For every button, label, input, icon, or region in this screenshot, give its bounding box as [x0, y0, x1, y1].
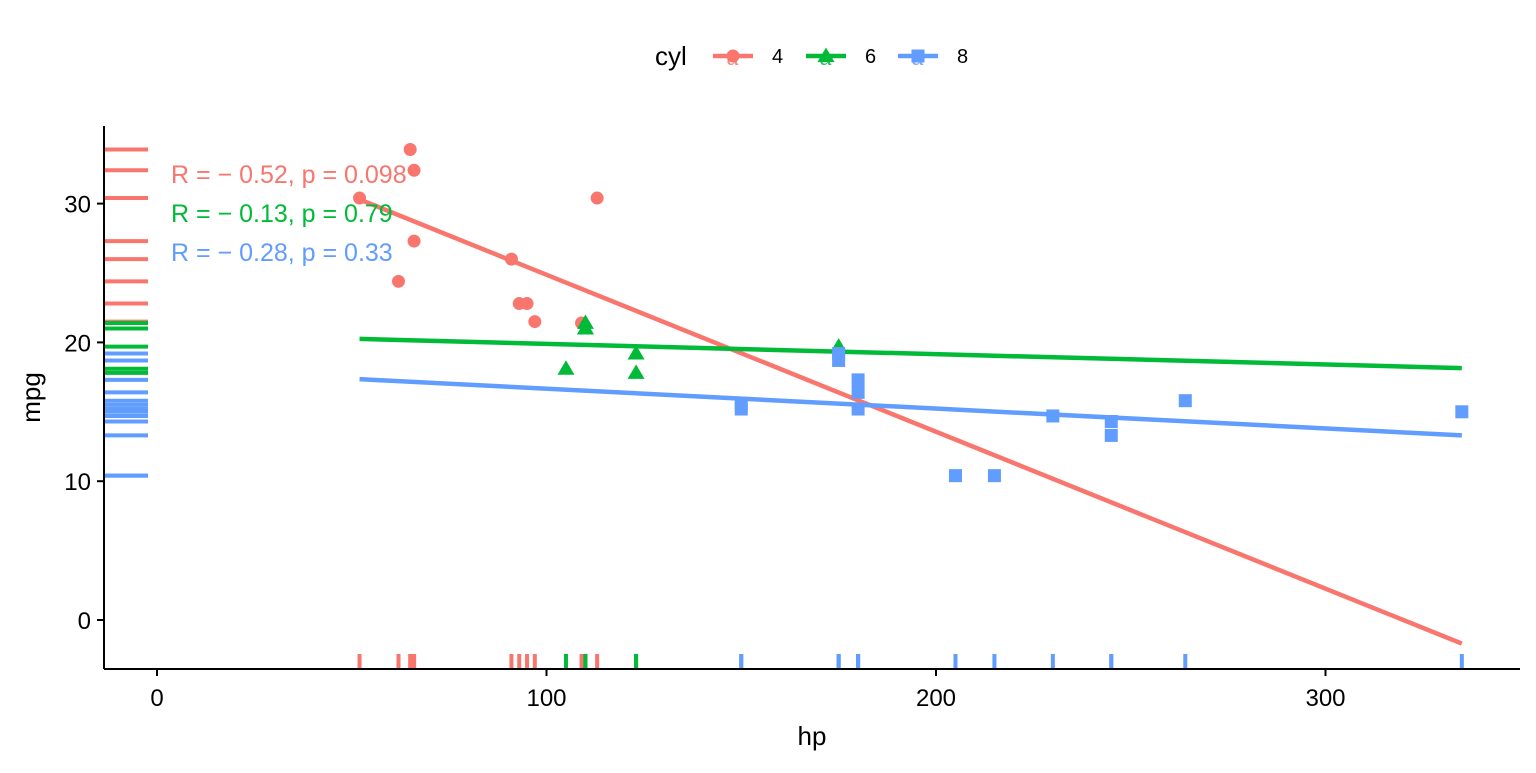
fit-lines-layer: [358, 197, 1463, 646]
legend-key-glyph-cyl-6: a: [820, 45, 832, 70]
y-tick-label: 20: [64, 330, 91, 357]
data-point-cyl-8: [832, 347, 846, 361]
y-tick-label: 0: [78, 608, 91, 635]
data-point-cyl-4: [528, 315, 542, 329]
data-point-cyl-4: [403, 142, 417, 156]
data-point-cyl-4: [590, 191, 604, 205]
legend: cyl a 4 a 6 a 8: [655, 41, 968, 71]
axes-layer: [103, 126, 1520, 670]
y-axis-title: mpg: [16, 372, 46, 423]
data-point-cyl-4: [391, 274, 405, 288]
legend-label-cyl-8: 8: [957, 46, 968, 68]
legend-key-glyph-cyl-4: a: [727, 45, 739, 70]
x-tick-label: 200: [916, 685, 956, 712]
ticks-layer: 0 100 200 300 0 10 20 30: [64, 192, 1345, 712]
legend-title: cyl: [655, 41, 687, 71]
data-point-cyl-8: [851, 373, 865, 387]
rug-layer: [104, 147, 1464, 669]
data-point-cyl-8: [987, 469, 1001, 483]
data-point-cyl-8: [1046, 409, 1060, 423]
data-point-cyl-8: [734, 402, 748, 416]
data-point-cyl-6: [557, 360, 575, 375]
legend-label-cyl-6: 6: [865, 46, 876, 68]
correlation-label-cyl-6: R = − 0.13, p = 0.79: [171, 200, 393, 228]
x-axis-title: hp: [798, 721, 827, 751]
correlation-label-cyl-4: R = − 0.52, p = 0.098: [171, 161, 407, 189]
data-point-cyl-8: [851, 385, 865, 399]
points-layer: [353, 142, 1469, 483]
legend-label-cyl-4: 4: [772, 46, 783, 68]
legend-key-marker-cyl-4: [726, 49, 740, 63]
fit-line-cyl-8: [359, 376, 1462, 438]
correlation-label-cyl-8: R = − 0.28, p = 0.33: [171, 239, 393, 267]
x-tick-label: 100: [526, 685, 566, 712]
fit-line-cyl-4: [358, 197, 1463, 646]
legend-key-marker-cyl-6: [817, 47, 835, 62]
data-point-cyl-8: [948, 469, 962, 483]
data-point-cyl-6: [627, 345, 645, 360]
data-point-cyl-8: [1455, 405, 1469, 419]
x-tick-label: 300: [1305, 685, 1345, 712]
y-tick-label: 30: [64, 192, 91, 219]
data-point-cyl-6: [576, 314, 594, 329]
correlation-annotations: R = − 0.52, p = 0.098 R = − 0.13, p = 0.7…: [171, 161, 407, 267]
data-point-cyl-4: [520, 297, 534, 311]
data-point-cyl-8: [1104, 415, 1118, 429]
fit-line-cyl-6: [359, 336, 1462, 371]
data-point-cyl-4: [407, 163, 421, 177]
legend-key-marker-cyl-8: [911, 49, 925, 63]
data-point-cyl-8: [1178, 394, 1192, 408]
data-point-cyl-4: [407, 234, 421, 248]
y-tick-label: 10: [64, 469, 91, 496]
data-point-cyl-4: [353, 191, 367, 205]
data-point-cyl-4: [504, 252, 518, 266]
data-point-cyl-8: [1104, 428, 1118, 442]
data-point-cyl-8: [851, 402, 865, 416]
data-point-cyl-6: [627, 364, 645, 379]
x-tick-label: 0: [150, 685, 163, 712]
legend-key-glyph-cyl-8: a: [912, 45, 924, 70]
